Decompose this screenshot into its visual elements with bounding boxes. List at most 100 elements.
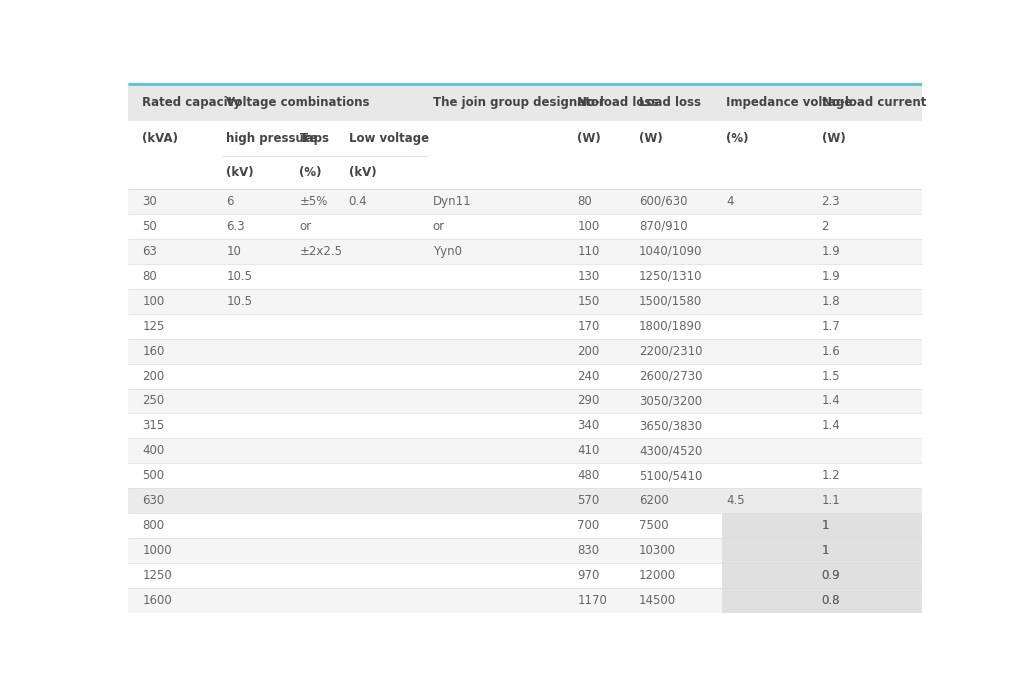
Text: 1: 1 [821,544,829,557]
Text: (W): (W) [639,132,663,145]
Text: 1.4: 1.4 [821,420,841,433]
Text: or: or [433,220,444,233]
Bar [128,189,922,214]
Text: (kV): (kV) [226,166,254,179]
Text: Rated capacity: Rated capacity [142,96,242,109]
Text: 1.6: 1.6 [821,344,841,358]
Bar [128,538,922,564]
Text: 200: 200 [142,369,165,382]
Text: ±2x2.5: ±2x2.5 [299,245,342,258]
Bar [128,513,922,538]
Text: 0.9: 0.9 [821,569,841,582]
Text: 1.9: 1.9 [821,269,841,282]
Text: 4.5: 4.5 [726,495,745,507]
Text: (kV): (kV) [348,166,376,179]
Bar [128,364,922,389]
Text: Low voltage: Low voltage [348,132,429,145]
Text: 200: 200 [578,344,599,358]
Text: 800: 800 [142,520,165,533]
Text: 110: 110 [578,245,600,258]
Text: 125: 125 [142,320,165,333]
Text: 50: 50 [142,220,157,233]
Text: 1500/1580: 1500/1580 [639,295,702,307]
Text: 600/630: 600/630 [639,195,687,208]
Text: 170: 170 [578,320,600,333]
Text: 500: 500 [142,469,165,482]
Bar [128,289,922,313]
Text: 315: 315 [142,420,165,433]
Bar [128,121,922,156]
Bar [128,438,922,464]
Text: 1: 1 [821,520,829,533]
Bar [128,83,922,121]
Text: 100: 100 [578,220,599,233]
Text: 1170: 1170 [578,594,607,607]
Text: 6: 6 [226,195,233,208]
Text: 2.3: 2.3 [821,195,841,208]
Text: Load loss: Load loss [639,96,701,109]
Text: 160: 160 [142,344,165,358]
Text: 1: 1 [821,544,829,557]
Text: 570: 570 [578,495,599,507]
Bar [128,564,922,588]
Text: 2600/2730: 2600/2730 [639,369,702,382]
Text: 10.5: 10.5 [226,295,252,307]
Text: No-load current: No-load current [821,96,926,109]
Bar [128,464,922,489]
Text: The join group designator: The join group designator [433,96,604,109]
Text: (kVA): (kVA) [142,132,178,145]
Text: 30: 30 [142,195,157,208]
Text: 1.1: 1.1 [821,495,841,507]
Text: 12000: 12000 [639,569,676,582]
Text: 150: 150 [578,295,599,307]
Text: 1: 1 [821,520,829,533]
Text: 250: 250 [142,395,165,407]
Bar [128,338,922,364]
Text: (%): (%) [726,132,749,145]
Text: 1000: 1000 [142,544,172,557]
Text: 340: 340 [578,420,599,433]
Text: (%): (%) [299,166,322,179]
Text: 3650/3830: 3650/3830 [639,420,702,433]
Text: 1600: 1600 [142,594,172,607]
Text: 0.8: 0.8 [821,594,840,607]
Text: Taps: Taps [299,132,330,145]
Text: Yyn0: Yyn0 [433,245,462,258]
Text: Impedance voltage: Impedance voltage [726,96,853,109]
Text: 6.3: 6.3 [226,220,245,233]
Text: 10.5: 10.5 [226,269,252,282]
Text: 0.9: 0.9 [821,569,841,582]
Text: 63: 63 [142,245,157,258]
Text: 240: 240 [578,369,600,382]
Text: 970: 970 [578,569,600,582]
Text: 2: 2 [821,220,829,233]
Text: 10: 10 [226,245,242,258]
Text: 1040/1090: 1040/1090 [639,245,702,258]
Text: 1250: 1250 [142,569,172,582]
Text: 10300: 10300 [639,544,676,557]
Text: 80: 80 [578,195,592,208]
Text: 400: 400 [142,444,165,457]
Text: 480: 480 [578,469,599,482]
Text: 1250/1310: 1250/1310 [639,269,702,282]
Bar [128,264,922,289]
Bar [128,413,922,438]
Text: 1800/1890: 1800/1890 [639,320,702,333]
Text: 1.2: 1.2 [821,469,841,482]
Text: 1.5: 1.5 [821,369,841,382]
Bar [128,588,922,613]
Text: high pressure: high pressure [226,132,318,145]
Text: 1.7: 1.7 [821,320,841,333]
Bar [722,513,922,613]
Text: (W): (W) [578,132,601,145]
Text: Dyn11: Dyn11 [433,195,471,208]
Text: 1.9: 1.9 [821,245,841,258]
Text: 410: 410 [578,444,600,457]
Text: 290: 290 [578,395,600,407]
Text: 6200: 6200 [639,495,669,507]
Text: 130: 130 [578,269,599,282]
Bar [128,238,922,264]
Text: 5100/5410: 5100/5410 [639,469,702,482]
Text: 1.8: 1.8 [821,295,841,307]
Text: 2200/2310: 2200/2310 [639,344,702,358]
